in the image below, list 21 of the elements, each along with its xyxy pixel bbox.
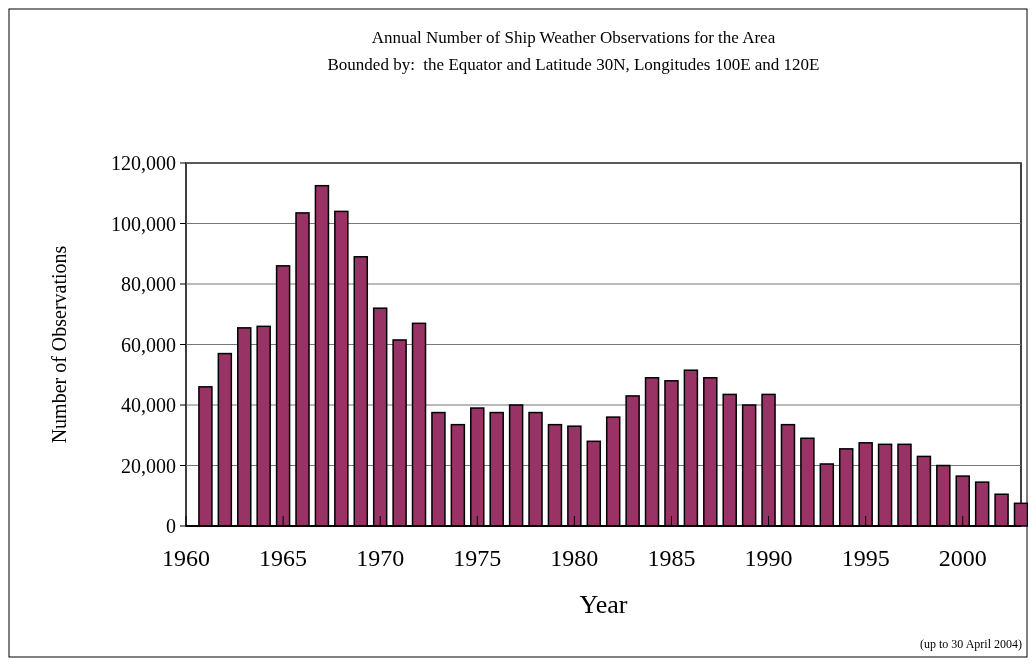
x-tick-label: 1960 — [162, 545, 210, 571]
x-axis-title: Year — [579, 590, 628, 619]
x-tick-label: 1970 — [356, 545, 405, 571]
y-tick-label: 100,000 — [111, 212, 176, 235]
y-tick-label: 80,000 — [121, 273, 176, 295]
x-tick-label: 1985 — [647, 545, 696, 571]
x-tick-label: 1990 — [744, 545, 793, 571]
chart-title: Annual Number of Ship Weather Observations for the Area — [371, 28, 776, 47]
y-axis-title: Number of Observations — [48, 245, 70, 444]
y-tick-label: 20,000 — [121, 454, 176, 477]
y-tick-label: 0 — [166, 515, 176, 537]
x-tick-label: 1975 — [453, 545, 502, 571]
y-tick-label: 120,000 — [111, 152, 176, 174]
y-tick-label: 40,000 — [121, 394, 176, 416]
x-tick-label: 2000 — [938, 545, 987, 571]
y-tick-label: 60,000 — [121, 333, 176, 356]
x-tick-label: 1980 — [550, 545, 599, 571]
x-tick-label: 1965 — [259, 545, 308, 571]
x-tick-label: 1995 — [841, 545, 890, 571]
text: (up to 30 April 2004) — [920, 637, 1022, 651]
chart-subtitle: Bounded by: the Equator and Latitude 30N, Longitudes 100E and 120E — [327, 55, 820, 74]
